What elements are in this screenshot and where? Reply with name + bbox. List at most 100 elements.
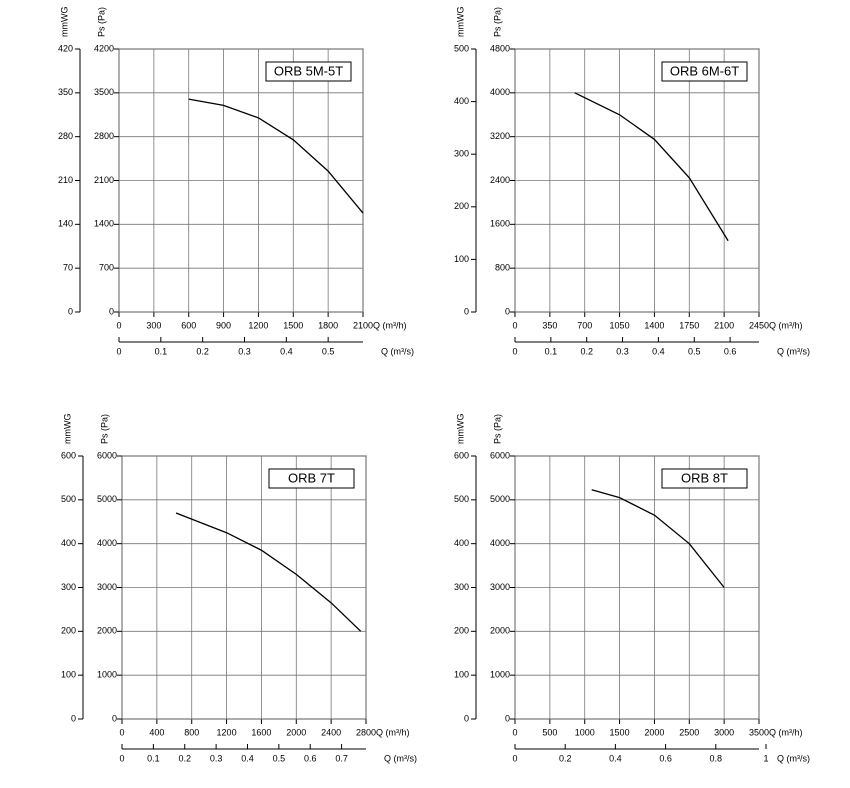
x-axis-label: Q (m³/h) — [376, 727, 410, 737]
y-tick-label: 3200 — [490, 131, 510, 141]
x-tick-label: 1200 — [217, 727, 237, 737]
x-tick-label: 800 — [184, 727, 199, 737]
y-tick-label: 4000 — [490, 87, 510, 97]
x-tick-label: 0 — [119, 727, 124, 737]
x2-tick-label: 0.5 — [273, 753, 286, 763]
y2-tick-label: 500 — [454, 494, 469, 504]
y-tick-label: 3500 — [94, 87, 114, 97]
x-tick-label: 900 — [216, 320, 231, 330]
x-tick-label: 600 — [181, 320, 196, 330]
x-tick-label: 2100 — [353, 320, 373, 330]
x2-tick-label: 0.2 — [559, 753, 572, 763]
y2-tick-label: 200 — [454, 626, 469, 636]
x2-tick-label: 0.6 — [304, 753, 317, 763]
x-tick-label: 3000 — [714, 727, 734, 737]
x-axis-label: Q (m³/h) — [769, 727, 803, 737]
y-tick-label: 4800 — [490, 43, 510, 53]
x-tick-label: 1750 — [679, 320, 699, 330]
y2-tick-label: 200 — [61, 626, 76, 636]
y2-tick-label: 420 — [58, 43, 73, 53]
y2-tick-label: 500 — [454, 43, 469, 53]
x2-tick-label: 0.4 — [609, 753, 622, 763]
y-tick-label: 4200 — [94, 43, 114, 53]
x2-tick-label: 0 — [512, 346, 517, 356]
x-tick-label: 0 — [116, 320, 121, 330]
title-box — [265, 61, 352, 82]
y-tick-label: 1000 — [490, 670, 510, 680]
x2-tick-label: 0.4 — [241, 753, 254, 763]
x2-axis-label: Q (m³/s) — [777, 753, 810, 763]
y2-axis-label: mmWG — [455, 414, 465, 445]
y-tick-label: 6000 — [97, 450, 117, 460]
x-tick-label: 2500 — [679, 727, 699, 737]
y2-tick-label: 0 — [464, 306, 469, 316]
y2-tick-label: 400 — [454, 96, 469, 106]
x2-tick-label: 0.8 — [710, 753, 723, 763]
y2-tick-label: 350 — [58, 87, 73, 97]
y-tick-label: 4000 — [490, 538, 510, 548]
x-tick-label: 0 — [512, 727, 517, 737]
x2-axis-label: Q (m³/s) — [381, 346, 414, 356]
y-axis-label: Ps (Pa) — [492, 414, 502, 444]
y2-axis-label: mmWG — [59, 7, 69, 38]
y2-tick-label: 300 — [61, 582, 76, 592]
curve — [591, 489, 725, 588]
curve — [574, 92, 729, 242]
x-tick-label: 1500 — [610, 727, 630, 737]
y-tick-label: 2800 — [94, 131, 114, 141]
title-box — [661, 61, 748, 82]
y-tick-label: 4000 — [97, 538, 117, 548]
y2-axis-label: mmWG — [62, 414, 72, 445]
y2-tick-label: 100 — [454, 254, 469, 264]
chart-title: ORB 7T — [288, 470, 335, 485]
x-tick-label: 350 — [542, 320, 557, 330]
y-tick-label: 2000 — [97, 626, 117, 636]
x2-tick-label: 0.5 — [688, 346, 701, 356]
y-tick-label: 0 — [505, 713, 510, 723]
x-tick-label: 400 — [149, 727, 164, 737]
y2-tick-label: 600 — [61, 450, 76, 460]
chart-title: ORB 5M-5T — [274, 63, 343, 78]
x-tick-label: 2000 — [644, 727, 664, 737]
y-tick-label: 700 — [99, 263, 114, 273]
x2-tick-label: 0.2 — [196, 346, 209, 356]
x-tick-label: 1200 — [248, 320, 268, 330]
x-tick-label: 1800 — [318, 320, 338, 330]
x-tick-label: 0 — [512, 320, 517, 330]
y2-tick-label: 500 — [61, 494, 76, 504]
y-axis-label: Ps (Pa) — [492, 7, 502, 37]
y2-tick-label: 0 — [68, 306, 73, 316]
x2-tick-label: 0.4 — [280, 346, 293, 356]
y-tick-label: 1400 — [94, 219, 114, 229]
x2-tick-label: 0.5 — [322, 346, 335, 356]
y-tick-label: 5000 — [97, 494, 117, 504]
y2-tick-label: 200 — [454, 201, 469, 211]
y2-tick-label: 210 — [58, 175, 73, 185]
y-tick-label: 800 — [495, 263, 510, 273]
x2-tick-label: 0.1 — [545, 346, 558, 356]
curve — [175, 512, 362, 632]
y-tick-label: 5000 — [490, 494, 510, 504]
x-tick-label: 300 — [146, 320, 161, 330]
x-axis-label: Q (m³/h) — [373, 320, 407, 330]
x2-axis-label: Q (m³/s) — [384, 753, 417, 763]
y-tick-label: 2100 — [94, 175, 114, 185]
y2-tick-label: 300 — [454, 149, 469, 159]
x-tick-label: 2450 — [749, 320, 769, 330]
x2-tick-label: 0.3 — [210, 753, 223, 763]
x2-tick-label: 0.3 — [616, 346, 629, 356]
y-tick-label: 0 — [505, 306, 510, 316]
x2-tick-label: 0.6 — [724, 346, 737, 356]
y-tick-label: 1000 — [97, 670, 117, 680]
y2-tick-label: 0 — [71, 713, 76, 723]
x2-tick-label: 0.2 — [580, 346, 593, 356]
y2-tick-label: 70 — [63, 263, 73, 273]
y2-tick-label: 600 — [454, 450, 469, 460]
y-tick-label: 2400 — [490, 175, 510, 185]
y-axis-label: Ps (Pa) — [99, 414, 109, 444]
x-tick-label: 1000 — [575, 727, 595, 737]
y2-tick-label: 280 — [58, 131, 73, 141]
y2-tick-label: 100 — [61, 670, 76, 680]
x-tick-label: 700 — [577, 320, 592, 330]
